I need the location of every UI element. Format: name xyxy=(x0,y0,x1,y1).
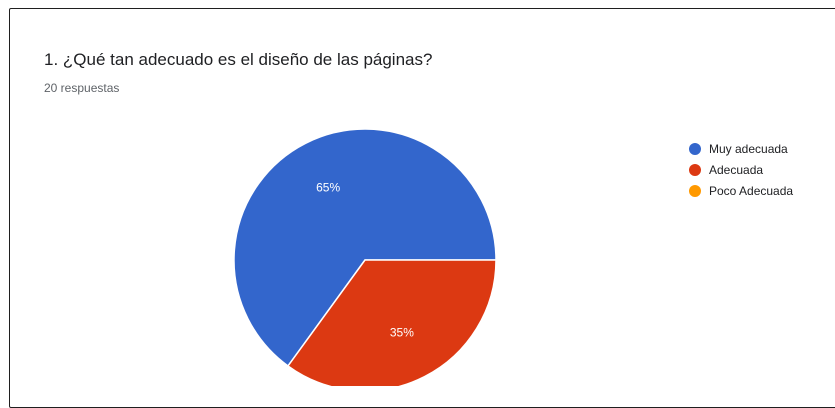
legend-label: Adecuada xyxy=(709,162,764,177)
pie-slice-adecuada[interactable] xyxy=(286,259,497,386)
pie-data-label-muy-adecuada: 65% xyxy=(316,181,340,195)
legend: Muy adecuada Adecuada Poco Adecuada xyxy=(689,138,793,201)
legend-swatch-icon xyxy=(689,184,701,197)
legend-swatch-icon xyxy=(689,142,701,155)
legend-label: Muy adecuada xyxy=(709,141,788,156)
legend-label: Poco Adecuada xyxy=(709,183,794,198)
pie-data-label-adecuada: 35% xyxy=(390,325,414,339)
pie-chart: 65% 35% xyxy=(233,128,497,386)
legend-item-adecuada[interactable]: Adecuada xyxy=(689,159,793,180)
question-title: 1. ¿Qué tan adecuado es el diseño de las… xyxy=(44,50,433,69)
pie-slice-muy-adecuada[interactable] xyxy=(233,128,497,368)
legend-item-poco-adecuada[interactable]: Poco Adecuada xyxy=(689,180,793,201)
legend-item-muy-adecuada[interactable]: Muy adecuada xyxy=(689,138,793,159)
legend-swatch-icon xyxy=(689,163,701,176)
response-count: 20 respuestas xyxy=(44,81,120,95)
